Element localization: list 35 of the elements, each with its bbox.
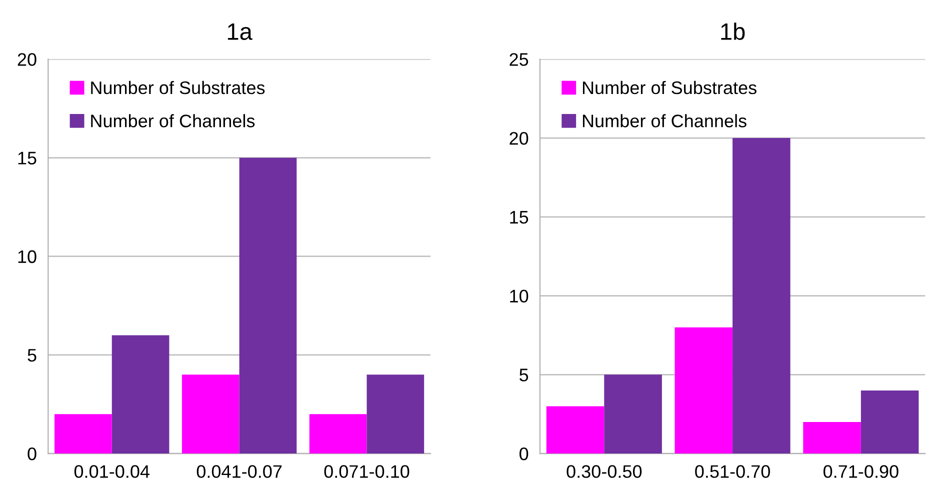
x-tick-label: 0.30-0.50 — [566, 465, 642, 478]
bar — [239, 158, 297, 454]
y-tick-label: 15 — [18, 152, 36, 164]
legend-label: Number of Channels — [91, 114, 255, 128]
legend-label: Number of Substrates — [91, 80, 265, 94]
y-tick-label: 20 — [18, 53, 36, 66]
bar — [674, 327, 733, 454]
bar — [54, 414, 112, 454]
y-tick-label: 0 — [520, 447, 528, 460]
bar — [112, 335, 170, 454]
x-tick-label: 0.51-0.70 — [695, 465, 770, 478]
x-tick-label: 0.01-0.04 — [74, 465, 150, 478]
legend-label: Number of Channels — [582, 114, 746, 128]
bar — [309, 414, 367, 454]
y-tick-label: 25 — [510, 53, 528, 66]
bar — [604, 374, 662, 454]
bar — [860, 390, 919, 454]
bar — [732, 138, 790, 454]
x-tick-label: 0.71-0.90 — [823, 465, 898, 478]
x-tick-label: 0.071-0.10 — [324, 465, 410, 478]
y-tick-label: 0 — [28, 447, 36, 460]
y-tick-label: 20 — [510, 132, 528, 145]
legend-label: Number of Substrates — [582, 80, 756, 94]
chart-title: 1a — [228, 23, 252, 40]
chart-title: 1b — [721, 22, 745, 40]
x-tick-label: 0.041-0.07 — [196, 465, 282, 478]
y-tick-label: 15 — [510, 211, 528, 224]
y-tick-label: 10 — [18, 250, 36, 264]
y-tick-label: 10 — [510, 290, 528, 303]
y-tick-label: 5 — [520, 368, 528, 382]
bar — [803, 422, 861, 454]
bar — [546, 406, 604, 454]
bar — [182, 374, 240, 454]
y-tick-label: 5 — [28, 349, 36, 362]
bar — [366, 374, 424, 454]
